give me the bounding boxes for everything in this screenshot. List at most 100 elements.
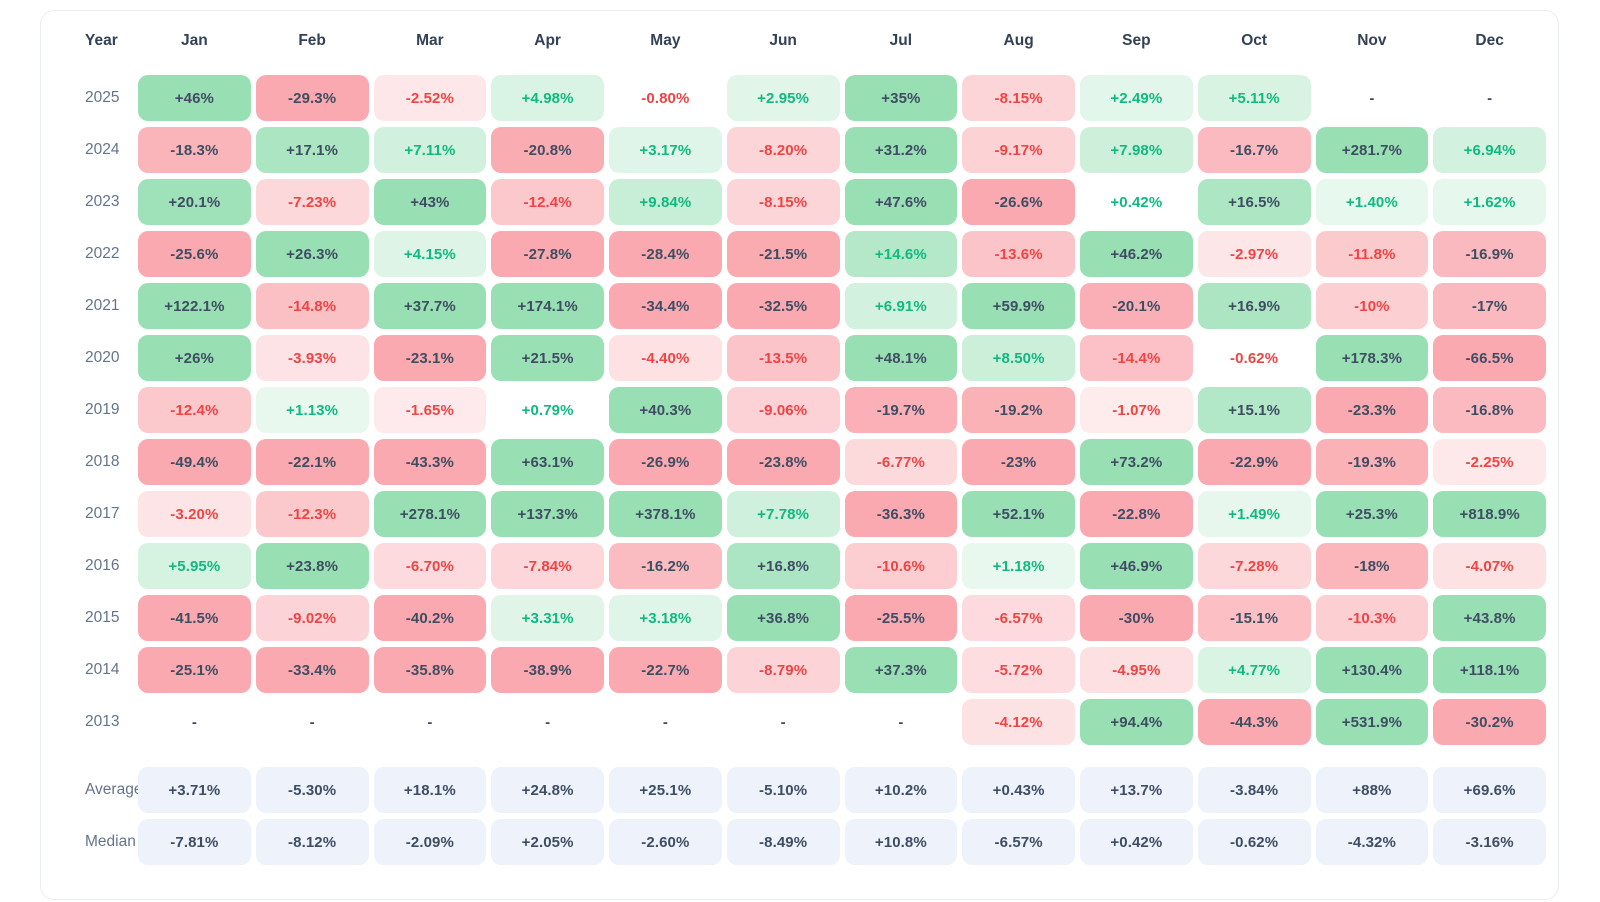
cell-2021-dec: -17% xyxy=(1433,283,1546,329)
table-row-2025: 2025 +46% -29.3% -2.52% +4.98% -0.80% +2.95% +3… xyxy=(41,75,1546,121)
cell-2020-mar: -23.1% xyxy=(373,335,487,381)
row-label-2014: 2014 xyxy=(85,661,120,678)
cell-2017-jan: -3.20% xyxy=(138,491,251,537)
cell-2019-apr: +0.79% xyxy=(521,401,574,419)
cell-2024-jan: -18.3% xyxy=(138,127,251,173)
cell-2014-sep: -4.95% xyxy=(1080,647,1193,693)
cell-2021-apr: +174.1% xyxy=(491,283,604,329)
cell-2016-apr: -7.84% xyxy=(491,543,604,589)
cell-median-may: -2.60% xyxy=(609,819,722,865)
cell-average-dec: +69.6% xyxy=(1433,767,1546,813)
cell-2021-sep: -20.1% xyxy=(1080,283,1193,329)
cell-average-jan: +3.71% xyxy=(138,767,251,813)
cell-2021-jan: +122.1% xyxy=(138,283,251,329)
cell-2021-aug: +59.9% xyxy=(962,283,1075,329)
cell-median-dec: -3.16% xyxy=(1433,819,1546,865)
cell-2022-sep: +46.2% xyxy=(1080,231,1193,277)
cell-2022-oct: -2.97% xyxy=(1197,231,1311,277)
cell-2013-jan: - xyxy=(191,713,197,731)
cell-2013-jun: - xyxy=(780,713,786,731)
cell-average-oct: -3.84% xyxy=(1197,767,1311,813)
cell-2018-dec: -2.25% xyxy=(1433,439,1546,485)
column-header-jul: Jul xyxy=(889,32,913,49)
cell-2016-mar: -6.70% xyxy=(373,543,487,589)
cell-median-nov: -4.32% xyxy=(1315,819,1429,865)
cell-2014-aug: -5.72% xyxy=(962,647,1075,693)
cell-2017-oct: +1.49% xyxy=(1197,491,1311,537)
cell-2023-jun: -8.15% xyxy=(726,179,840,225)
cell-median-oct: -0.62% xyxy=(1197,819,1311,865)
cell-2024-oct: -16.7% xyxy=(1197,127,1311,173)
cell-2015-apr: +3.31% xyxy=(491,595,604,641)
cell-2025-sep: +2.49% xyxy=(1080,75,1193,121)
table-summary-section: Average +3.71% -5.30% +18.1% +24.8% +25.1% -5.… xyxy=(41,767,1546,865)
cell-average-may: +25.1% xyxy=(609,767,722,813)
cell-2013-feb: - xyxy=(309,713,315,731)
cell-2014-nov: +130.4% xyxy=(1315,647,1429,693)
cell-2025-dec: - xyxy=(1487,89,1493,107)
cell-2023-jan: +20.1% xyxy=(138,179,251,225)
cell-2018-may: -26.9% xyxy=(609,439,722,485)
cell-2023-jul: +47.6% xyxy=(844,179,958,225)
cell-median-apr: +2.05% xyxy=(491,819,604,865)
cell-2018-feb: -22.1% xyxy=(255,439,369,485)
cell-2018-sep: +73.2% xyxy=(1080,439,1193,485)
cell-average-sep: +13.7% xyxy=(1080,767,1193,813)
cell-2015-mar: -40.2% xyxy=(373,595,487,641)
cell-2015-sep: -30% xyxy=(1080,595,1193,641)
cell-2017-may: +378.1% xyxy=(609,491,722,537)
cell-2018-mar: -43.3% xyxy=(373,439,487,485)
table-row-2013: 2013 - - - - - - - -4.12% +94.4% -44.3% +531.9% -30.… xyxy=(41,699,1546,745)
cell-2016-sep: +46.9% xyxy=(1080,543,1193,589)
cell-2022-feb: +26.3% xyxy=(255,231,369,277)
cell-2022-jan: -25.6% xyxy=(138,231,251,277)
cell-2020-jan: +26% xyxy=(138,335,251,381)
cell-2017-jun: +7.78% xyxy=(726,491,840,537)
cell-2024-aug: -9.17% xyxy=(962,127,1075,173)
cell-2014-jul: +37.3% xyxy=(844,647,958,693)
table-row-average: Average +3.71% -5.30% +18.1% +24.8% +25.1% -5.… xyxy=(41,767,1546,813)
cell-2021-jun: -32.5% xyxy=(726,283,840,329)
cell-2017-sep: -22.8% xyxy=(1080,491,1193,537)
cell-2021-feb: -14.8% xyxy=(255,283,369,329)
row-label-2025: 2025 xyxy=(85,89,120,106)
cell-average-jul: +10.2% xyxy=(844,767,958,813)
cell-2016-oct: -7.28% xyxy=(1197,543,1311,589)
row-label-2019: 2019 xyxy=(85,401,120,418)
cell-2020-apr: +21.5% xyxy=(491,335,604,381)
row-label-2017: 2017 xyxy=(85,505,120,522)
cell-2023-may: +9.84% xyxy=(609,179,722,225)
table-row-2021: 2021 +122.1% -14.8% +37.7% +174.1% -34.4% -32.… xyxy=(41,283,1546,329)
table-header-row: Year Jan Feb Mar Apr May Jun Jul Aug Sep Oct Nov Dec xyxy=(41,25,1546,57)
cell-2014-mar: -35.8% xyxy=(373,647,487,693)
cell-2023-dec: +1.62% xyxy=(1433,179,1546,225)
table-row-2022: 2022 -25.6% +26.3% +4.15% -27.8% -28.4% -21.5%… xyxy=(41,231,1546,277)
cell-median-jan: -7.81% xyxy=(138,819,251,865)
row-label-2021: 2021 xyxy=(85,297,120,314)
table-body: 2025 +46% -29.3% -2.52% +4.98% -0.80% +2.95% +3… xyxy=(41,75,1546,745)
cell-2015-nov: -10.3% xyxy=(1315,595,1429,641)
cell-2024-mar: +7.11% xyxy=(373,127,487,173)
cell-2022-jun: -21.5% xyxy=(726,231,840,277)
cell-2015-may: +3.18% xyxy=(609,595,722,641)
cell-2014-jun: -8.79% xyxy=(726,647,840,693)
cell-2021-jul: +6.91% xyxy=(844,283,958,329)
cell-2025-jan: +46% xyxy=(138,75,251,121)
cell-2025-apr: +4.98% xyxy=(491,75,604,121)
column-header-oct: Oct xyxy=(1241,32,1268,49)
row-label-2016: 2016 xyxy=(85,557,120,574)
cell-median-sep: +0.42% xyxy=(1080,819,1193,865)
cell-2013-nov: +531.9% xyxy=(1315,699,1429,745)
cell-2016-jan: +5.95% xyxy=(138,543,251,589)
cell-2023-nov: +1.40% xyxy=(1315,179,1429,225)
cell-median-jul: +10.8% xyxy=(844,819,958,865)
cell-2023-sep: +0.42% xyxy=(1110,193,1163,211)
cell-2017-nov: +25.3% xyxy=(1315,491,1429,537)
row-label-2023: 2023 xyxy=(85,193,120,210)
cell-2025-jul: +35% xyxy=(844,75,958,121)
table-row-2018: 2018 -49.4% -22.1% -43.3% +63.1% -26.9% -23.8%… xyxy=(41,439,1546,485)
column-header-nov: Nov xyxy=(1357,32,1387,49)
cell-2017-aug: +52.1% xyxy=(962,491,1075,537)
row-label-median: Median xyxy=(85,833,136,850)
cell-2020-may: -4.40% xyxy=(609,335,722,381)
